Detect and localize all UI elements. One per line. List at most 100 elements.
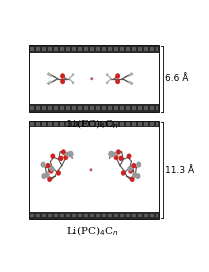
- Bar: [120, 214, 124, 218]
- Bar: [42, 47, 46, 51]
- Ellipse shape: [113, 154, 119, 160]
- Bar: [144, 47, 148, 51]
- Bar: [114, 214, 118, 218]
- Ellipse shape: [63, 154, 68, 160]
- Bar: [72, 122, 76, 126]
- Bar: [60, 47, 64, 51]
- Bar: [30, 214, 34, 218]
- Ellipse shape: [128, 168, 133, 174]
- Ellipse shape: [119, 156, 123, 161]
- Bar: [114, 122, 118, 126]
- Bar: [108, 122, 112, 126]
- Bar: [126, 106, 130, 110]
- Ellipse shape: [59, 156, 63, 161]
- Ellipse shape: [112, 152, 117, 157]
- Ellipse shape: [47, 177, 52, 182]
- Text: Li(EC)$_4$C$_n$: Li(EC)$_4$C$_n$: [66, 118, 119, 131]
- Bar: [96, 47, 100, 51]
- Bar: [90, 214, 94, 218]
- Ellipse shape: [45, 172, 50, 178]
- Bar: [72, 106, 76, 110]
- Bar: [29, 45, 159, 53]
- Ellipse shape: [61, 149, 66, 155]
- Bar: [156, 122, 158, 126]
- Bar: [144, 122, 148, 126]
- Bar: [29, 104, 159, 112]
- Ellipse shape: [130, 82, 133, 85]
- Ellipse shape: [41, 162, 46, 168]
- Ellipse shape: [89, 168, 92, 171]
- Ellipse shape: [131, 163, 136, 168]
- Bar: [66, 214, 70, 218]
- Bar: [84, 47, 88, 51]
- Bar: [30, 106, 34, 110]
- Bar: [108, 214, 112, 218]
- Bar: [72, 214, 76, 218]
- Bar: [54, 106, 58, 110]
- Ellipse shape: [90, 77, 93, 80]
- Bar: [84, 214, 88, 218]
- Bar: [96, 106, 100, 110]
- Bar: [126, 47, 130, 51]
- Bar: [144, 214, 148, 218]
- Bar: [42, 122, 46, 126]
- Bar: [90, 106, 94, 110]
- Ellipse shape: [127, 153, 131, 159]
- Bar: [54, 47, 58, 51]
- Bar: [36, 47, 40, 51]
- Bar: [120, 106, 124, 110]
- Ellipse shape: [41, 173, 47, 179]
- Bar: [150, 122, 154, 126]
- Bar: [108, 106, 112, 110]
- Bar: [156, 47, 158, 51]
- Ellipse shape: [115, 73, 120, 79]
- Ellipse shape: [60, 73, 65, 79]
- Bar: [114, 106, 118, 110]
- Ellipse shape: [72, 81, 74, 84]
- Bar: [90, 122, 94, 126]
- Ellipse shape: [130, 177, 135, 182]
- Bar: [144, 106, 148, 110]
- Bar: [150, 214, 154, 218]
- Bar: [78, 106, 82, 110]
- Ellipse shape: [127, 166, 132, 172]
- Text: Li(PC)$_4$C$_n$: Li(PC)$_4$C$_n$: [66, 224, 119, 238]
- Ellipse shape: [49, 168, 54, 174]
- Bar: [42, 214, 46, 218]
- Ellipse shape: [60, 79, 65, 84]
- Bar: [108, 47, 112, 51]
- Ellipse shape: [132, 172, 137, 178]
- Bar: [78, 122, 82, 126]
- Bar: [30, 47, 34, 51]
- Bar: [36, 106, 40, 110]
- Bar: [126, 122, 130, 126]
- Bar: [132, 106, 136, 110]
- Bar: [138, 106, 142, 110]
- Bar: [156, 106, 158, 110]
- Ellipse shape: [121, 170, 126, 176]
- Bar: [120, 47, 124, 51]
- Ellipse shape: [47, 82, 50, 85]
- Bar: [48, 106, 52, 110]
- Bar: [120, 122, 124, 126]
- Bar: [102, 106, 106, 110]
- Bar: [132, 214, 136, 218]
- Bar: [60, 214, 64, 218]
- Bar: [29, 120, 159, 219]
- Bar: [78, 47, 82, 51]
- Ellipse shape: [115, 79, 120, 84]
- Bar: [29, 45, 159, 112]
- Bar: [102, 214, 106, 218]
- Bar: [114, 47, 118, 51]
- Bar: [84, 106, 88, 110]
- Bar: [60, 122, 64, 126]
- Bar: [96, 122, 100, 126]
- Bar: [138, 47, 142, 51]
- Bar: [78, 214, 82, 218]
- Bar: [48, 214, 52, 218]
- Ellipse shape: [106, 81, 108, 84]
- Bar: [36, 122, 40, 126]
- Bar: [132, 47, 136, 51]
- Bar: [150, 47, 154, 51]
- Ellipse shape: [135, 173, 140, 179]
